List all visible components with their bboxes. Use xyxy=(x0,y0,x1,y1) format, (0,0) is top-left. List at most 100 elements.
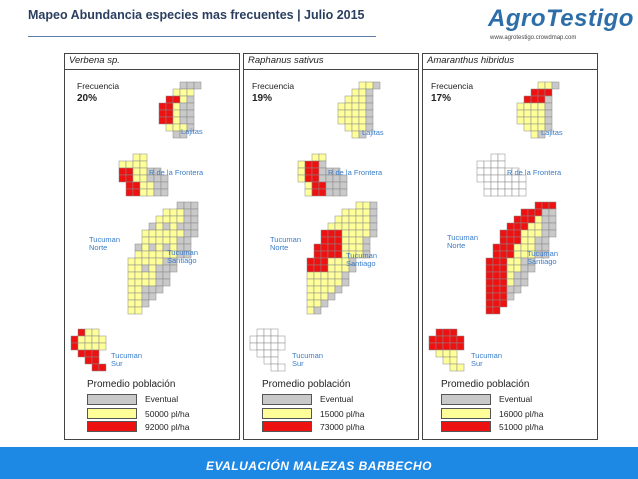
map-cell xyxy=(365,123,374,132)
map-cell xyxy=(179,130,188,139)
map-cell xyxy=(520,236,529,245)
map-cell xyxy=(306,306,315,315)
map-cell xyxy=(351,95,360,104)
map-cell xyxy=(530,88,539,97)
map-cell xyxy=(351,109,360,118)
map-cell xyxy=(306,278,315,287)
map-cell xyxy=(125,174,134,183)
map-cell xyxy=(162,208,171,217)
map-cell xyxy=(320,229,329,238)
map-cell xyxy=(98,363,107,372)
map-cell xyxy=(186,116,195,125)
map-cell xyxy=(320,264,329,273)
map-cell xyxy=(77,335,86,344)
place-tucuman-santiago: Tucuman Santiago xyxy=(346,251,377,269)
map-cell xyxy=(341,215,350,224)
map-cell xyxy=(499,243,508,252)
map-cell xyxy=(297,174,306,183)
map-cell xyxy=(442,356,451,365)
map-cell xyxy=(134,299,143,308)
map-cell xyxy=(169,208,178,217)
map-cell xyxy=(134,292,143,301)
map-cell xyxy=(162,264,171,273)
map-cell xyxy=(516,109,525,118)
map-cell xyxy=(134,250,143,259)
map-cell xyxy=(341,236,350,245)
map-cell xyxy=(127,285,136,294)
map-cell xyxy=(172,130,181,139)
map-cell xyxy=(162,278,171,287)
map-region-frontera xyxy=(476,153,527,197)
legend-yellow-value: 15000 pl/ha xyxy=(320,409,365,419)
map-cell xyxy=(344,95,353,104)
map-cell xyxy=(172,88,181,97)
map-cell xyxy=(476,160,485,169)
map-cell xyxy=(141,257,150,266)
map-cell xyxy=(306,271,315,280)
map-cell xyxy=(490,174,499,183)
map-cell xyxy=(311,153,320,162)
place-frontera: R de la Frontera xyxy=(328,168,383,177)
map-cell xyxy=(132,160,141,169)
map-cell xyxy=(490,153,499,162)
map-cell xyxy=(327,292,336,301)
map-cell xyxy=(506,257,515,266)
map-cell xyxy=(337,102,346,111)
map-cell xyxy=(134,243,143,252)
map-cell xyxy=(527,236,536,245)
agrotestigo-logo: AgroTestigo www.agrotestigo.crowdmap.com xyxy=(482,5,633,45)
map-cell xyxy=(513,222,522,231)
map-cell xyxy=(183,222,192,231)
map-cell xyxy=(341,271,350,280)
map-cell xyxy=(435,328,444,337)
map-region-sur xyxy=(249,328,286,372)
map-cell xyxy=(127,264,136,273)
map-cell xyxy=(176,222,185,231)
map-cell xyxy=(183,250,192,259)
map-cell xyxy=(127,299,136,308)
frequency-label: Frecuencia xyxy=(77,81,120,91)
map-cell xyxy=(165,102,174,111)
map-region-norte xyxy=(306,201,378,315)
map-cell xyxy=(256,335,265,344)
map-cell xyxy=(362,222,371,231)
legend-swatch-eventual xyxy=(262,394,312,405)
frequency-label: Frecuencia xyxy=(431,81,474,91)
map-cell xyxy=(506,243,515,252)
frequency-value: 20% xyxy=(77,93,98,104)
map-cell xyxy=(497,181,506,190)
map-cell xyxy=(365,102,374,111)
map-cell xyxy=(263,328,272,337)
legend-red-value: 92000 pl/ha xyxy=(145,422,190,432)
map-cell xyxy=(176,229,185,238)
map-cell xyxy=(497,153,506,162)
place-tucuman-sur: Tucuman Sur xyxy=(292,351,323,369)
map-cell xyxy=(320,257,329,266)
map-cell xyxy=(428,335,437,344)
map-cell xyxy=(548,215,557,224)
map-cell xyxy=(148,229,157,238)
map-cell xyxy=(304,174,313,183)
map-cell xyxy=(499,229,508,238)
map-cell xyxy=(304,181,313,190)
map-cell xyxy=(365,95,374,104)
map-cell xyxy=(127,271,136,280)
map-cell xyxy=(165,95,174,104)
legend-yellow-value: 50000 pl/ha xyxy=(145,409,190,419)
map-cell xyxy=(435,335,444,344)
map-cell xyxy=(490,181,499,190)
map-cell xyxy=(537,109,546,118)
map-cell xyxy=(369,222,378,231)
map-cell xyxy=(313,278,322,287)
frequency-value: 19% xyxy=(252,93,273,104)
map-cell xyxy=(158,102,167,111)
map-cell xyxy=(534,236,543,245)
map-cell xyxy=(348,215,357,224)
map-cell xyxy=(263,349,272,358)
map-cell xyxy=(132,153,141,162)
species-panel-verbena: Verbena sp. Frecuencia 20% Lajitas R de … xyxy=(64,53,240,440)
map-cell xyxy=(527,264,536,273)
map-cell xyxy=(449,349,458,358)
species-name: Amaranthus hibridus xyxy=(427,55,515,66)
map-cell xyxy=(313,306,322,315)
